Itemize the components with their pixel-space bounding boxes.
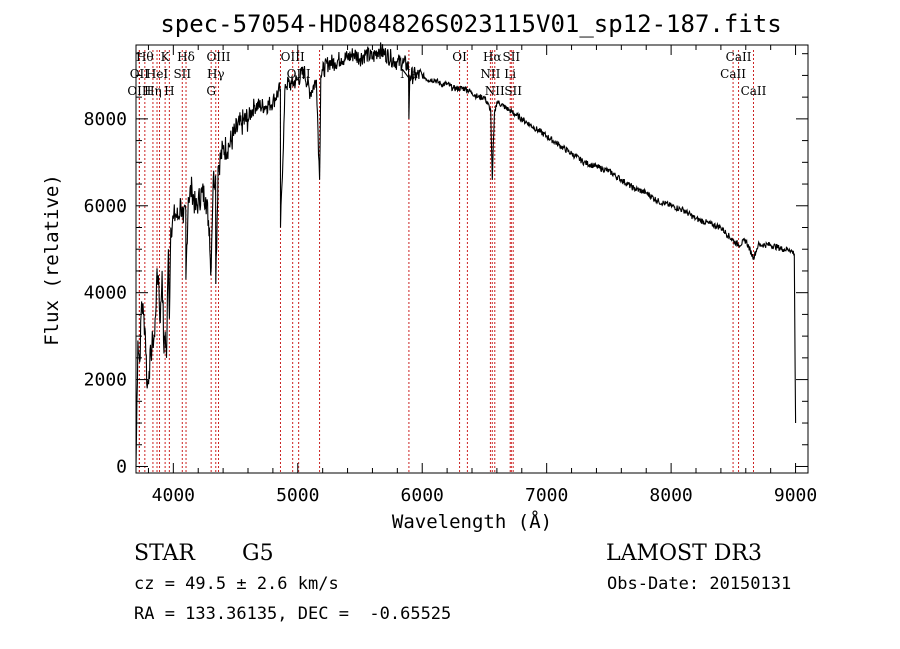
y-tick-label: 8000 xyxy=(84,109,127,130)
object-type: STAR xyxy=(134,541,196,566)
y-tick-label: 2000 xyxy=(84,370,127,391)
line-label: Hη xyxy=(144,84,162,98)
line-label: Hθ xyxy=(136,50,154,64)
observation-date: Obs-Date: 20150131 xyxy=(607,574,791,594)
x-tick-label: 4000 xyxy=(152,485,195,506)
y-tick-label: 6000 xyxy=(84,196,127,217)
line-label: OI xyxy=(452,50,467,64)
chart-title: spec-57054-HD084826S023115V01_sp12-187.f… xyxy=(160,10,781,38)
x-tick-label: 8000 xyxy=(649,485,692,506)
x-tick-label: 6000 xyxy=(401,485,444,506)
line-label: CaII xyxy=(741,84,767,98)
line-label: OIII xyxy=(127,84,151,98)
line-label: SII xyxy=(502,50,520,64)
line-label: K xyxy=(161,50,171,64)
x-tick-label: 9000 xyxy=(774,485,817,506)
survey-name: LAMOST DR3 xyxy=(606,541,762,566)
y-tick-label: 0 xyxy=(116,456,127,477)
line-label: HeI xyxy=(146,67,169,81)
line-label: CaII xyxy=(720,67,746,81)
x-tick-label: 5000 xyxy=(276,485,319,506)
spectral-line-markers xyxy=(138,50,754,473)
redshift-cz: cz = 49.5 ± 2.6 km/s xyxy=(134,574,339,594)
line-label: Hδ xyxy=(177,50,195,64)
flux-series-line xyxy=(135,42,797,467)
line-label: Li xyxy=(504,67,516,81)
line-label: SII xyxy=(504,84,522,98)
line-label: OIII xyxy=(206,50,230,64)
plot-frame xyxy=(135,44,809,474)
line-label: NII xyxy=(480,67,500,81)
line-label: OII xyxy=(130,67,150,81)
coordinates: RA = 133.36135, DEC = -0.65525 xyxy=(134,604,451,624)
line-label: SII xyxy=(173,67,191,81)
y-axis: 0 2000 4000 6000 8000 xyxy=(84,53,808,477)
line-label: NII xyxy=(485,84,505,98)
line-label: OIII xyxy=(281,50,305,64)
y-tick-label: 4000 xyxy=(84,283,127,304)
y-axis-label: Flux (relative) xyxy=(41,174,63,346)
x-tick-label: 7000 xyxy=(525,485,568,506)
line-label: G xyxy=(206,84,216,98)
x-axis: 4000 5000 6000 7000 8000 9000 xyxy=(147,45,817,506)
line-label: Hγ xyxy=(207,67,225,81)
line-label: H xyxy=(164,84,174,98)
spectral-subclass: G5 xyxy=(242,541,274,566)
line-label: Hα xyxy=(483,50,502,64)
line-label: CaII xyxy=(726,50,752,64)
x-axis-label: Wavelength (Å) xyxy=(392,510,552,533)
